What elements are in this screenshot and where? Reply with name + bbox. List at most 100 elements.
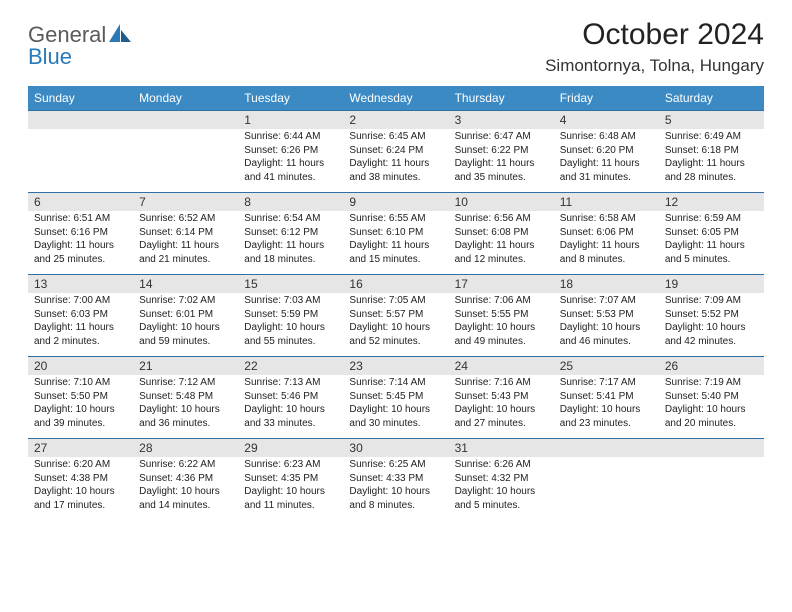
daylight-text: Daylight: 11 hours and 21 minutes. (139, 239, 232, 266)
sunset-text: Sunset: 6:01 PM (139, 308, 232, 322)
month-title: October 2024 (545, 18, 764, 52)
day-number-empty (554, 439, 659, 457)
day-details: Sunrise: 6:54 AMSunset: 6:12 PMDaylight:… (238, 211, 343, 268)
day-number: 30 (343, 439, 448, 457)
day-details: Sunrise: 7:03 AMSunset: 5:59 PMDaylight:… (238, 293, 343, 350)
sunset-text: Sunset: 6:22 PM (455, 144, 548, 158)
calendar-day-cell: 26Sunrise: 7:19 AMSunset: 5:40 PMDayligh… (659, 357, 764, 439)
sunrise-text: Sunrise: 6:55 AM (349, 212, 442, 226)
sunset-text: Sunset: 5:45 PM (349, 390, 442, 404)
day-details: Sunrise: 6:56 AMSunset: 6:08 PMDaylight:… (449, 211, 554, 268)
weekday-header: Monday (133, 86, 238, 111)
calendar-day-cell: 19Sunrise: 7:09 AMSunset: 5:52 PMDayligh… (659, 275, 764, 357)
calendar-day-cell: 24Sunrise: 7:16 AMSunset: 5:43 PMDayligh… (449, 357, 554, 439)
calendar-day-cell: 9Sunrise: 6:55 AMSunset: 6:10 PMDaylight… (343, 193, 448, 275)
sunrise-text: Sunrise: 7:14 AM (349, 376, 442, 390)
calendar-empty-cell (659, 439, 764, 521)
sunrise-text: Sunrise: 7:16 AM (455, 376, 548, 390)
sunrise-text: Sunrise: 7:00 AM (34, 294, 127, 308)
calendar-day-cell: 3Sunrise: 6:47 AMSunset: 6:22 PMDaylight… (449, 111, 554, 193)
sunset-text: Sunset: 5:46 PM (244, 390, 337, 404)
calendar-body: 1Sunrise: 6:44 AMSunset: 6:26 PMDaylight… (28, 111, 764, 521)
day-details: Sunrise: 6:49 AMSunset: 6:18 PMDaylight:… (659, 129, 764, 186)
day-number: 23 (343, 357, 448, 375)
sunset-text: Sunset: 6:08 PM (455, 226, 548, 240)
day-details: Sunrise: 7:10 AMSunset: 5:50 PMDaylight:… (28, 375, 133, 432)
sunset-text: Sunset: 6:03 PM (34, 308, 127, 322)
day-number: 27 (28, 439, 133, 457)
daylight-text: Daylight: 11 hours and 41 minutes. (244, 157, 337, 184)
day-number: 9 (343, 193, 448, 211)
daylight-text: Daylight: 10 hours and 8 minutes. (349, 485, 442, 512)
day-number: 5 (659, 111, 764, 129)
daylight-text: Daylight: 10 hours and 39 minutes. (34, 403, 127, 430)
calendar-day-cell: 30Sunrise: 6:25 AMSunset: 4:33 PMDayligh… (343, 439, 448, 521)
day-number: 28 (133, 439, 238, 457)
day-number: 19 (659, 275, 764, 293)
logo-text: General Blue (28, 24, 131, 68)
calendar-day-cell: 15Sunrise: 7:03 AMSunset: 5:59 PMDayligh… (238, 275, 343, 357)
sunrise-text: Sunrise: 6:20 AM (34, 458, 127, 472)
calendar-day-cell: 21Sunrise: 7:12 AMSunset: 5:48 PMDayligh… (133, 357, 238, 439)
sunset-text: Sunset: 5:50 PM (34, 390, 127, 404)
day-details: Sunrise: 7:17 AMSunset: 5:41 PMDaylight:… (554, 375, 659, 432)
weekday-header: Friday (554, 86, 659, 111)
sunrise-text: Sunrise: 6:59 AM (665, 212, 758, 226)
sunset-text: Sunset: 6:20 PM (560, 144, 653, 158)
sunrise-text: Sunrise: 7:02 AM (139, 294, 232, 308)
header: General Blue October 2024 Simontornya, T… (28, 18, 764, 76)
daylight-text: Daylight: 10 hours and 11 minutes. (244, 485, 337, 512)
day-number: 6 (28, 193, 133, 211)
sunrise-text: Sunrise: 7:06 AM (455, 294, 548, 308)
daylight-text: Daylight: 10 hours and 52 minutes. (349, 321, 442, 348)
day-number: 8 (238, 193, 343, 211)
calendar-day-cell: 11Sunrise: 6:58 AMSunset: 6:06 PMDayligh… (554, 193, 659, 275)
daylight-text: Daylight: 11 hours and 8 minutes. (560, 239, 653, 266)
calendar-week-row: 20Sunrise: 7:10 AMSunset: 5:50 PMDayligh… (28, 357, 764, 439)
day-details: Sunrise: 7:06 AMSunset: 5:55 PMDaylight:… (449, 293, 554, 350)
daylight-text: Daylight: 11 hours and 15 minutes. (349, 239, 442, 266)
sunset-text: Sunset: 4:33 PM (349, 472, 442, 486)
sunset-text: Sunset: 5:57 PM (349, 308, 442, 322)
sunrise-text: Sunrise: 7:10 AM (34, 376, 127, 390)
daylight-text: Daylight: 10 hours and 23 minutes. (560, 403, 653, 430)
sunrise-text: Sunrise: 6:22 AM (139, 458, 232, 472)
calendar-day-cell: 6Sunrise: 6:51 AMSunset: 6:16 PMDaylight… (28, 193, 133, 275)
daylight-text: Daylight: 10 hours and 20 minutes. (665, 403, 758, 430)
sunrise-text: Sunrise: 7:19 AM (665, 376, 758, 390)
sunrise-text: Sunrise: 6:44 AM (244, 130, 337, 144)
daylight-text: Daylight: 11 hours and 28 minutes. (665, 157, 758, 184)
sunrise-text: Sunrise: 6:56 AM (455, 212, 548, 226)
day-number-empty (133, 111, 238, 129)
calendar-empty-cell (554, 439, 659, 521)
sunrise-text: Sunrise: 6:51 AM (34, 212, 127, 226)
sunset-text: Sunset: 6:16 PM (34, 226, 127, 240)
daylight-text: Daylight: 11 hours and 18 minutes. (244, 239, 337, 266)
daylight-text: Daylight: 10 hours and 33 minutes. (244, 403, 337, 430)
sunrise-text: Sunrise: 6:23 AM (244, 458, 337, 472)
day-number: 26 (659, 357, 764, 375)
calendar-day-cell: 29Sunrise: 6:23 AMSunset: 4:35 PMDayligh… (238, 439, 343, 521)
calendar-empty-cell (133, 111, 238, 193)
calendar-day-cell: 13Sunrise: 7:00 AMSunset: 6:03 PMDayligh… (28, 275, 133, 357)
weekday-header: Wednesday (343, 86, 448, 111)
logo-sail-icon (109, 24, 131, 42)
day-number: 20 (28, 357, 133, 375)
weekday-header: Saturday (659, 86, 764, 111)
day-number: 18 (554, 275, 659, 293)
day-number: 24 (449, 357, 554, 375)
day-details: Sunrise: 7:16 AMSunset: 5:43 PMDaylight:… (449, 375, 554, 432)
calendar-week-row: 27Sunrise: 6:20 AMSunset: 4:38 PMDayligh… (28, 439, 764, 521)
day-details: Sunrise: 6:59 AMSunset: 6:05 PMDaylight:… (659, 211, 764, 268)
daylight-text: Daylight: 10 hours and 49 minutes. (455, 321, 548, 348)
sunset-text: Sunset: 5:59 PM (244, 308, 337, 322)
day-details: Sunrise: 6:23 AMSunset: 4:35 PMDaylight:… (238, 457, 343, 514)
sunrise-text: Sunrise: 6:54 AM (244, 212, 337, 226)
sunset-text: Sunset: 6:14 PM (139, 226, 232, 240)
day-details: Sunrise: 7:09 AMSunset: 5:52 PMDaylight:… (659, 293, 764, 350)
day-details: Sunrise: 7:00 AMSunset: 6:03 PMDaylight:… (28, 293, 133, 350)
day-details: Sunrise: 6:47 AMSunset: 6:22 PMDaylight:… (449, 129, 554, 186)
day-number-empty (659, 439, 764, 457)
sunset-text: Sunset: 4:35 PM (244, 472, 337, 486)
daylight-text: Daylight: 10 hours and 42 minutes. (665, 321, 758, 348)
